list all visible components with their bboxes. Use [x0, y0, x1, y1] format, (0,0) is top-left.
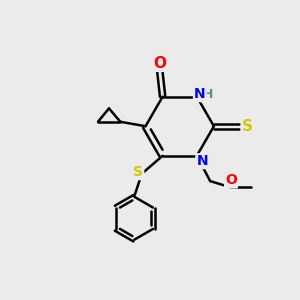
Text: N: N [194, 87, 206, 101]
Text: S: S [242, 119, 253, 134]
Text: S: S [133, 165, 143, 179]
Text: O: O [225, 173, 237, 188]
Text: O: O [153, 56, 166, 71]
Text: H: H [203, 88, 213, 101]
Text: N: N [196, 154, 208, 168]
